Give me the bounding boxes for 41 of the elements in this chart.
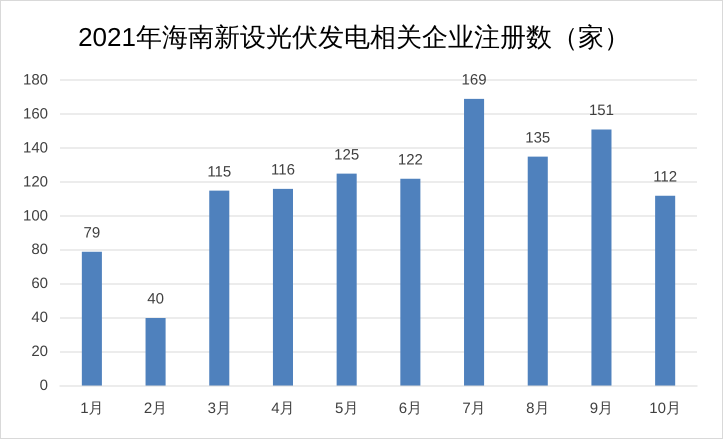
x-tick-label: 7月 <box>462 400 486 418</box>
x-tick-label: 4月 <box>271 400 295 418</box>
bar <box>528 156 548 386</box>
data-label: 169 <box>462 72 487 89</box>
data-label: 122 <box>398 151 423 168</box>
y-tick-label: 160 <box>22 105 48 122</box>
x-tick-label: 2月 <box>144 400 168 418</box>
data-label: 79 <box>84 224 100 242</box>
bar <box>464 98 484 386</box>
data-label: 115 <box>207 163 232 180</box>
bar <box>272 188 293 386</box>
data-label: 151 <box>588 102 614 120</box>
data-label: 135 <box>525 129 550 146</box>
bar <box>400 178 420 386</box>
bar <box>209 190 230 386</box>
x-tick-label: 8月 <box>526 400 550 418</box>
bar <box>591 129 612 386</box>
bar <box>655 196 676 386</box>
data-label: 116 <box>271 162 295 179</box>
y-tick-label: 100 <box>22 207 48 224</box>
data-label: 112 <box>653 168 678 186</box>
y-tick-label: 20 <box>31 343 48 360</box>
chart-title: 2021年海南新设光伏发电相关企业注册数（家） <box>78 22 630 52</box>
bar <box>336 174 357 386</box>
x-tick-label: 1月 <box>80 400 104 418</box>
y-tick-label: 0 <box>40 377 48 394</box>
y-tick-label: 120 <box>22 173 48 190</box>
bar <box>82 252 102 386</box>
x-tick-label: 3月 <box>208 400 231 418</box>
y-tick-label: 60 <box>31 275 48 292</box>
y-tick-label: 180 <box>22 71 48 88</box>
bar <box>146 318 166 386</box>
x-tick-label: 6月 <box>398 400 422 418</box>
x-tick-label: 5月 <box>334 400 358 418</box>
y-tick-label: 40 <box>31 309 48 326</box>
y-tick-label: 80 <box>31 241 48 258</box>
x-tick-label: 9月 <box>590 400 614 418</box>
x-tick-label: 10月 <box>649 400 681 418</box>
y-tick-label: 140 <box>22 139 48 156</box>
data-label: 125 <box>334 146 360 164</box>
data-label: 40 <box>147 290 164 308</box>
